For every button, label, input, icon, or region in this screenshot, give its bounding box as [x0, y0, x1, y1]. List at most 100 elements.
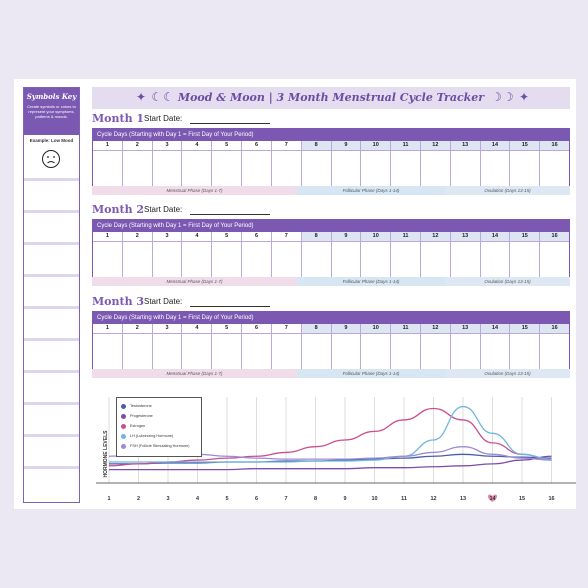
day-entry-cell[interactable] [510, 242, 541, 278]
day-entry-cell[interactable] [212, 242, 243, 278]
day-entry-cell[interactable] [421, 242, 451, 278]
day-entry-cell[interactable] [391, 151, 421, 187]
day-number: 10 [361, 232, 392, 241]
symbols-key-header: Symbols Key Create symbols or colors to … [24, 88, 79, 135]
day-entry-cell[interactable] [332, 151, 362, 187]
day-entry-cell[interactable] [93, 242, 123, 278]
legend-dot-icon [121, 413, 126, 419]
day-entry-cell[interactable] [302, 242, 332, 278]
day-number: 15 [510, 141, 541, 150]
day-entry-cell[interactable] [391, 242, 421, 278]
day-entry-cell[interactable] [540, 151, 569, 187]
day-entry-cell[interactable] [540, 334, 569, 370]
symbol-slot[interactable] [24, 402, 79, 434]
day-entry-cell[interactable] [391, 334, 421, 370]
day-entry-cell[interactable] [540, 242, 569, 278]
day-number: 9 [331, 324, 362, 333]
symbol-slot[interactable] [24, 274, 79, 306]
day-number: 5 [212, 324, 243, 333]
x-tick-label: 12 [430, 496, 436, 502]
day-entry-cell[interactable] [481, 242, 511, 278]
symbol-slot[interactable] [24, 434, 79, 466]
moon-icons-right: ☽☽ ✦ [491, 90, 530, 104]
day-number: 1 [93, 324, 123, 333]
day-entry-cell[interactable] [451, 334, 481, 370]
day-number: 3 [153, 141, 183, 150]
symbol-slot[interactable] [24, 370, 79, 402]
day-entry-cell[interactable] [421, 151, 451, 187]
day-entry-cell[interactable] [93, 334, 123, 370]
legend-dot-icon [121, 443, 126, 449]
month-block: Month 1 Start Date: Cycle Days (Starting w… [92, 112, 570, 202]
symbol-slot[interactable] [24, 242, 79, 274]
day-entry-cell[interactable] [510, 151, 541, 187]
month-title: Month 3 [92, 295, 145, 308]
day-entry-cell[interactable] [481, 334, 511, 370]
day-entry-cell[interactable] [302, 334, 332, 370]
day-entry-cell[interactable] [212, 334, 243, 370]
day-entry-cell[interactable] [93, 151, 123, 187]
day-entry-cell[interactable] [361, 334, 392, 370]
day-entry-cell[interactable] [123, 334, 153, 370]
title-banner: ✦ ☾☾ Mood & Moon | 3 Month Menstrual Cyc… [92, 87, 570, 109]
symbol-slot[interactable] [24, 466, 79, 498]
day-number: 8 [301, 324, 332, 333]
start-date-label: Start Date: [144, 297, 183, 306]
day-number: 11 [391, 232, 421, 241]
day-entry-cell[interactable] [182, 242, 213, 278]
day-entry-cell[interactable] [481, 151, 511, 187]
series-line [109, 455, 552, 471]
day-entry-cell[interactable] [272, 334, 302, 370]
day-entry-cell[interactable] [182, 151, 213, 187]
start-date-field[interactable] [190, 214, 270, 215]
day-entry-cell[interactable] [123, 151, 153, 187]
day-entry-row [93, 241, 569, 278]
day-entry-cell[interactable] [510, 334, 541, 370]
day-entry-cell[interactable] [242, 334, 272, 370]
day-entry-cell[interactable] [242, 242, 272, 278]
symbol-slot[interactable] [24, 306, 79, 338]
follicular-phase-label: Follicular Phase (Days 1-14) [297, 277, 445, 286]
day-entry-cell[interactable] [272, 242, 302, 278]
day-entry-cell[interactable] [302, 151, 332, 187]
follicular-phase-label: Follicular Phase (Days 1-14) [297, 186, 445, 195]
moon-icons-left: ✦ ☾☾ [136, 90, 175, 104]
x-tick-label: 2 [137, 496, 140, 502]
day-entry-cell[interactable] [451, 242, 481, 278]
day-entry-cell[interactable] [182, 334, 213, 370]
day-number: 9 [331, 141, 362, 150]
day-entry-cell[interactable] [332, 242, 362, 278]
day-entry-cell[interactable] [421, 334, 451, 370]
day-entry-cell[interactable] [361, 151, 392, 187]
day-entry-cell[interactable] [153, 151, 183, 187]
day-number: 16 [540, 141, 569, 150]
day-number: 4 [182, 324, 213, 333]
day-number: 11 [391, 141, 421, 150]
day-number: 14 [480, 232, 511, 241]
day-entry-cell[interactable] [212, 151, 243, 187]
chart-legend: Testosterone Progesterone Estrogen LH (Lute… [116, 397, 202, 457]
symbol-slot[interactable] [24, 210, 79, 242]
day-entry-cell[interactable] [123, 242, 153, 278]
day-entry-cell[interactable] [361, 242, 392, 278]
legend-dot-icon [121, 433, 126, 439]
day-number: 5 [212, 232, 243, 241]
day-entry-cell[interactable] [153, 334, 183, 370]
day-entry-cell[interactable] [242, 151, 272, 187]
start-date-field[interactable] [190, 306, 270, 307]
day-number: 16 [540, 324, 569, 333]
day-number: 15 [510, 232, 541, 241]
x-tick-label: 14 [489, 496, 496, 502]
legend-item: LH (Luteinizing Hormone) [121, 431, 197, 441]
symbol-slot[interactable] [24, 338, 79, 370]
month-block: Month 2 Start Date: Cycle Days (Starting w… [92, 203, 570, 293]
phase-row: Menstrual Phase (Days 1-7) Follicular Pha… [92, 369, 570, 378]
day-entry-cell[interactable] [153, 242, 183, 278]
start-date-field[interactable] [190, 123, 270, 124]
day-entry-cell[interactable] [332, 334, 362, 370]
day-entry-cell[interactable] [451, 151, 481, 187]
ovulation-phase-label: Ovulation (Days 13-15) [445, 186, 570, 195]
day-entry-cell[interactable] [272, 151, 302, 187]
symbol-slot[interactable] [24, 178, 79, 210]
symbols-key-panel: Symbols Key Create symbols or colors to … [23, 87, 80, 503]
